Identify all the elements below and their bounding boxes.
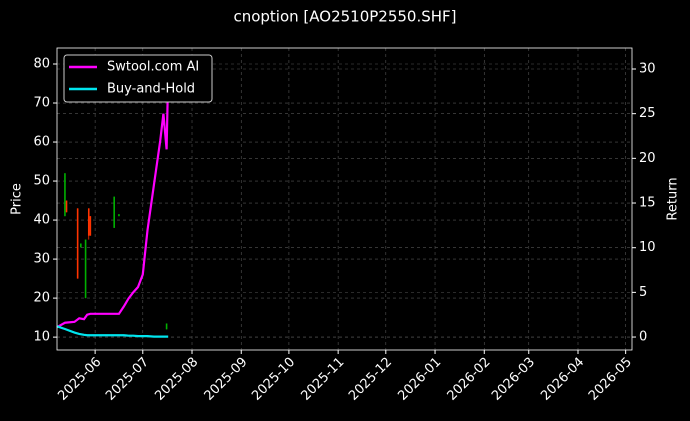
y2-tick-label: 25	[639, 106, 656, 121]
x-tick-label: 2025-07	[103, 355, 152, 404]
plot-frame	[56, 47, 633, 351]
x-tick-label: 2025-10	[249, 355, 298, 404]
y-tick-label: 60	[33, 135, 50, 150]
y-tick-label: 40	[33, 213, 50, 228]
candle-body	[76, 208, 79, 279]
x-tick-label: 2026-04	[538, 355, 587, 404]
y-tick-label: 70	[33, 96, 50, 111]
candle-body	[65, 200, 68, 213]
y2-tick-label: 15	[639, 196, 656, 211]
y2-tick-label: 0	[639, 330, 647, 345]
x-tick-label: 2025-11	[298, 355, 347, 404]
y2-tick-label: 30	[639, 61, 656, 76]
candle-body	[80, 243, 82, 248]
y-tick-label: 30	[33, 252, 50, 267]
candle-body	[87, 208, 90, 236]
x-tick-label: 2025-12	[346, 355, 395, 404]
legend-label: Swtool.com AI	[107, 60, 199, 75]
x-tick-label: 2025-08	[152, 355, 201, 404]
y-tick-label: 10	[33, 330, 50, 345]
candle-body	[89, 216, 92, 236]
candle-body	[165, 323, 168, 330]
x-tick-label: 2026-03	[489, 355, 538, 404]
candle-body	[64, 173, 66, 217]
x-tick-label: 2026-01	[395, 355, 444, 404]
x-tick-label: 2025-09	[202, 355, 251, 404]
legend-box	[63, 54, 213, 103]
chart-title: cnoption [AO2510P2550.SHF]	[233, 8, 456, 26]
y-tick-label: 50	[33, 174, 50, 189]
series-line	[56, 73, 170, 329]
x-tick-label: 2026-05	[586, 355, 635, 404]
candle-body	[84, 239, 87, 299]
candle-body	[113, 196, 115, 228]
y2-tick-label: 20	[639, 151, 656, 166]
y-tick-label: 20	[33, 291, 50, 306]
y-tick-label: 80	[33, 56, 50, 71]
y2-tick-label: 5	[639, 285, 647, 300]
x-tick-label: 2026-02	[445, 355, 494, 404]
y-axis-label: Price	[10, 183, 25, 215]
legend-label: Buy-and-Hold	[107, 82, 195, 97]
series-line	[56, 325, 169, 338]
x-tick-label: 2025-06	[55, 355, 104, 404]
y2-tick-label: 10	[639, 240, 656, 255]
candle-body	[118, 214, 120, 217]
y2-axis-label: Return	[666, 177, 681, 220]
